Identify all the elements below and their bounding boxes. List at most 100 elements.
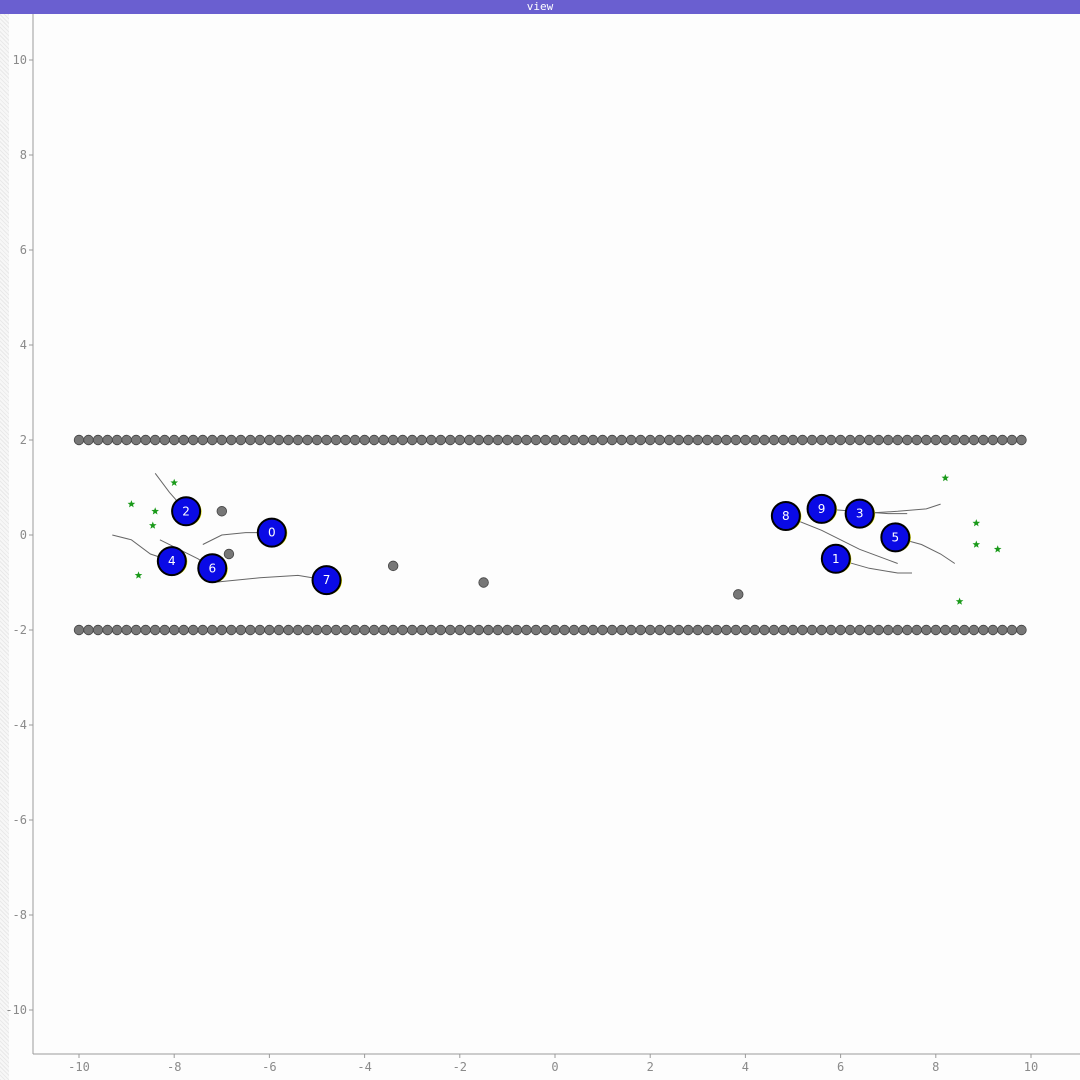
agent-7[interactable]: 7 (311, 565, 343, 596)
wall-obstacle (578, 624, 589, 636)
wall-obstacle (473, 434, 485, 446)
wall-obstacle (445, 624, 456, 636)
agent-8[interactable]: 8 (770, 501, 802, 531)
agent-body (311, 565, 342, 596)
wall-obstacle (311, 434, 323, 446)
wall-obstacle (340, 434, 351, 446)
wall-obstacle (835, 434, 846, 446)
agent-body (844, 498, 875, 529)
y-tick-label: -4 (13, 718, 27, 732)
wall-obstacle (844, 624, 856, 636)
wall-obstacle (692, 624, 704, 636)
agent-0[interactable]: 0 (256, 517, 288, 548)
wall-obstacle (492, 434, 504, 446)
wall-obstacle (426, 624, 437, 636)
wall-obstacle (978, 624, 989, 636)
wall-obstacle (216, 434, 228, 446)
wall-obstacle (435, 434, 446, 446)
wall-obstacle (407, 624, 418, 636)
wall-obstacle (606, 624, 618, 636)
wall-obstacle (959, 624, 970, 636)
wall-obstacle (407, 434, 418, 446)
wall-obstacle (359, 434, 370, 446)
agent-id-label: 2 (182, 504, 190, 518)
wall-obstacle (778, 624, 789, 636)
wall-obstacle (178, 434, 189, 446)
wall-obstacle (330, 434, 342, 446)
wall-obstacle (521, 624, 532, 636)
goal-star-icon (941, 474, 950, 482)
wall-obstacle (445, 434, 456, 446)
wall-obstacle (711, 624, 723, 636)
wall-obstacle (740, 624, 751, 636)
wall-obstacle (540, 624, 551, 636)
wall-obstacle (302, 434, 313, 446)
agent-id-label: 6 (208, 561, 216, 575)
goal-star-icon (170, 478, 178, 486)
wall-obstacle (378, 434, 389, 446)
wall-obstacle (892, 434, 903, 446)
wall-obstacle (264, 434, 275, 446)
agent-1[interactable]: 1 (820, 543, 852, 574)
wall-obstacle (178, 624, 189, 636)
wall-obstacle (940, 434, 951, 446)
agent-body (806, 493, 837, 524)
wall-obstacle (568, 434, 580, 446)
wall-obstacle (311, 624, 323, 636)
agent-4[interactable]: 4 (156, 546, 188, 577)
x-tick-label: -8 (167, 1060, 181, 1074)
wall-obstacle (949, 434, 961, 446)
wall-obstacle (226, 434, 237, 446)
agent-body (156, 546, 187, 577)
wall-obstacle (949, 624, 961, 636)
goal-star-icon (972, 519, 981, 527)
wall-obstacle (768, 434, 780, 446)
wall-obstacle (168, 624, 180, 636)
wall-obstacle (930, 624, 942, 636)
wall-obstacle (987, 624, 999, 636)
wall-obstacle (197, 434, 208, 446)
wall-obstacle (426, 434, 437, 446)
wall-obstacle (149, 434, 161, 446)
agent-3[interactable]: 3 (844, 498, 876, 529)
wall-obstacle (702, 624, 713, 636)
wall-obstacle (549, 434, 561, 446)
obstacle (223, 548, 235, 560)
wall-obstacle (578, 434, 589, 446)
wall-obstacle (759, 624, 770, 636)
wall-obstacle (854, 624, 865, 636)
agent-6[interactable]: 6 (197, 553, 228, 584)
agent-body (171, 496, 202, 527)
wall-obstacle (940, 624, 951, 636)
wall-obstacle (111, 434, 123, 446)
agent-body (880, 522, 911, 553)
wall-obstacle (587, 434, 599, 446)
y-tick-label: -10 (5, 1003, 27, 1017)
wall-obstacle (511, 434, 523, 446)
y-tick-label: 2 (20, 433, 27, 447)
agent-2[interactable]: 2 (171, 496, 202, 527)
x-tick-label: 0 (551, 1060, 558, 1074)
wall-obstacle (321, 434, 332, 446)
obstacle (478, 577, 489, 588)
wall-obstacle (987, 434, 999, 446)
wall-obstacle (1016, 434, 1027, 446)
wall-obstacle (197, 624, 208, 636)
wall-obstacle (73, 624, 85, 636)
wall-obstacle (863, 434, 875, 446)
wall-obstacle (378, 624, 389, 636)
wall-obstacle (207, 434, 218, 446)
wall-obstacle (73, 434, 85, 446)
wall-obstacle (330, 624, 342, 636)
wall-obstacle (502, 624, 513, 636)
window-title-bar[interactable]: view (0, 0, 1080, 14)
wall-obstacle (806, 434, 818, 446)
wall-obstacle (597, 434, 608, 446)
wall-obstacle (997, 624, 1008, 636)
wall-obstacle (797, 624, 808, 636)
wall-obstacle (245, 434, 256, 446)
agent-5[interactable]: 5 (880, 522, 911, 553)
agent-9[interactable]: 9 (806, 493, 838, 524)
